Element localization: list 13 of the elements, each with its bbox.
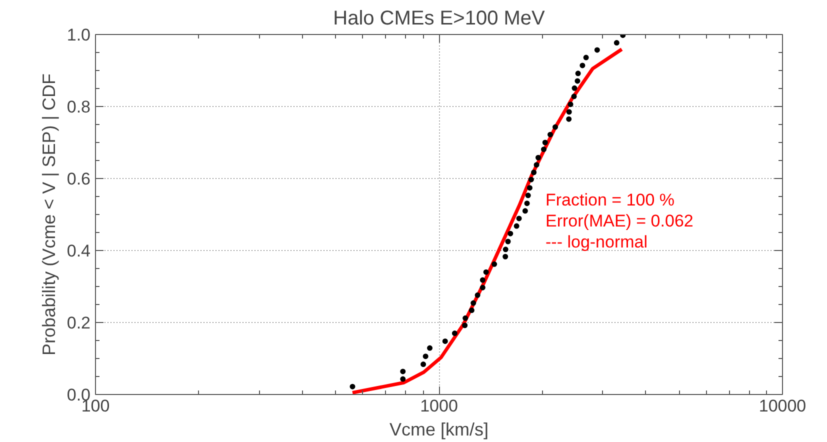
annotation: Fraction = 100 % [546, 190, 674, 210]
chart-title: Halo CMEs E>100 MeV [333, 8, 546, 30]
x-tick-label: 1000 [420, 396, 458, 416]
annotation: --- log-normal [546, 232, 648, 252]
y-tick-label: 0.8 [66, 98, 91, 116]
y-tick-label: 0.2 [66, 314, 91, 332]
y-tick-label: 0.4 [66, 242, 91, 260]
annotation: Error(MAE) = 0.062 [546, 212, 694, 230]
x-axis-title: Vcme [km/s] [389, 420, 489, 440]
y-tick-label: 1.0 [66, 26, 91, 44]
y-tick-label: 0.6 [66, 170, 91, 188]
x-tick-label: 10000 [758, 396, 806, 416]
y-axis-title: Probability (Vcme < V | SEP) | CDF [38, 74, 59, 356]
